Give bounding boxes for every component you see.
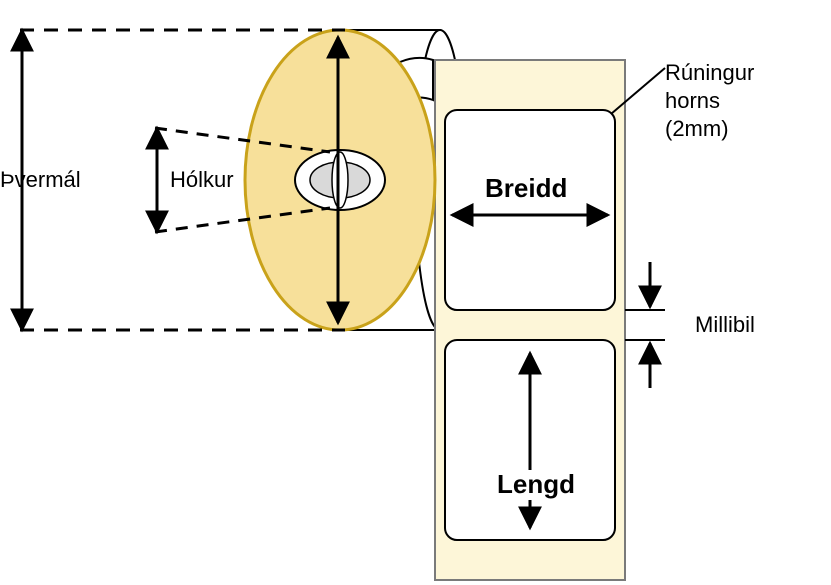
- label-breidd: Breidd: [485, 173, 567, 203]
- dim-millibil: Millibil: [625, 262, 755, 388]
- label-thvermal: Þvermál: [0, 167, 81, 192]
- label-millibil: Millibil: [695, 312, 755, 337]
- label-runingur-2: horns: [665, 88, 720, 113]
- core-axle: [332, 152, 348, 208]
- dim-corner-radius: Rúningur horns (2mm): [611, 60, 754, 141]
- label-holkur: Hólkur: [170, 167, 234, 192]
- label-runingur-1: Rúningur: [665, 60, 754, 85]
- label-roll-diagram: Þvermál Hólkur Breidd Lengd Rúningur hor…: [0, 0, 831, 585]
- label-top: [445, 110, 615, 310]
- label-runingur-3: (2mm): [665, 116, 729, 141]
- label-lengd: Lengd: [497, 469, 575, 499]
